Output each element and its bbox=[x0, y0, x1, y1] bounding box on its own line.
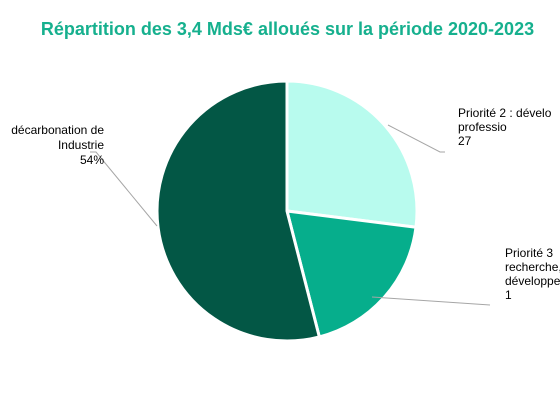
leader-line-3 bbox=[90, 151, 158, 227]
chart-title: Répartition des 3,4 Mds€ alloués sur la … bbox=[40, 19, 535, 39]
slice-label-3: décarbonation de Industrie 54% bbox=[11, 123, 104, 167]
slice-label-line: 27 bbox=[458, 134, 472, 148]
slice-label-line: professio bbox=[458, 120, 507, 134]
slice-label-line: Priorité 2 : dévelo bbox=[458, 106, 552, 120]
pie-slices bbox=[155, 79, 419, 343]
slice-label-line: Industrie bbox=[58, 138, 104, 152]
slice-label-line: Priorité 3 bbox=[505, 246, 553, 260]
slice-label-line: développemen bbox=[505, 274, 560, 288]
pie-slice-3 bbox=[155, 79, 321, 343]
slice-labels: Priorité 2 : dévelo professio 27 Priorité 3… bbox=[11, 106, 560, 302]
pie-slice-2 bbox=[285, 209, 418, 339]
slice-label-line: décarbonation de bbox=[11, 123, 104, 137]
slice-label-line: 54% bbox=[80, 153, 104, 167]
pie-slice-1 bbox=[285, 79, 419, 229]
slice-label-1: Priorité 2 : dévelo professio 27 bbox=[458, 106, 552, 148]
slice-label-line: recherche, à l bbox=[505, 260, 560, 274]
leader-line-2 bbox=[371, 296, 491, 306]
leader-lines bbox=[90, 124, 491, 306]
slice-label-line: 1 bbox=[505, 288, 512, 302]
leader-line-1 bbox=[387, 124, 445, 153]
